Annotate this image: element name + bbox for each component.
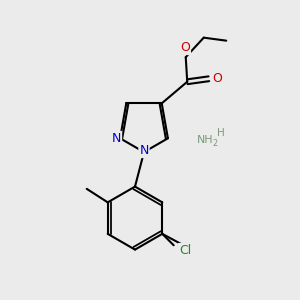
Text: 2: 2: [212, 139, 217, 148]
Text: O: O: [180, 41, 190, 54]
Text: O: O: [212, 72, 222, 85]
Text: N: N: [112, 132, 121, 145]
Text: NH: NH: [197, 135, 214, 145]
Text: N: N: [139, 144, 149, 157]
Text: H: H: [217, 128, 225, 138]
Text: Cl: Cl: [179, 244, 191, 257]
